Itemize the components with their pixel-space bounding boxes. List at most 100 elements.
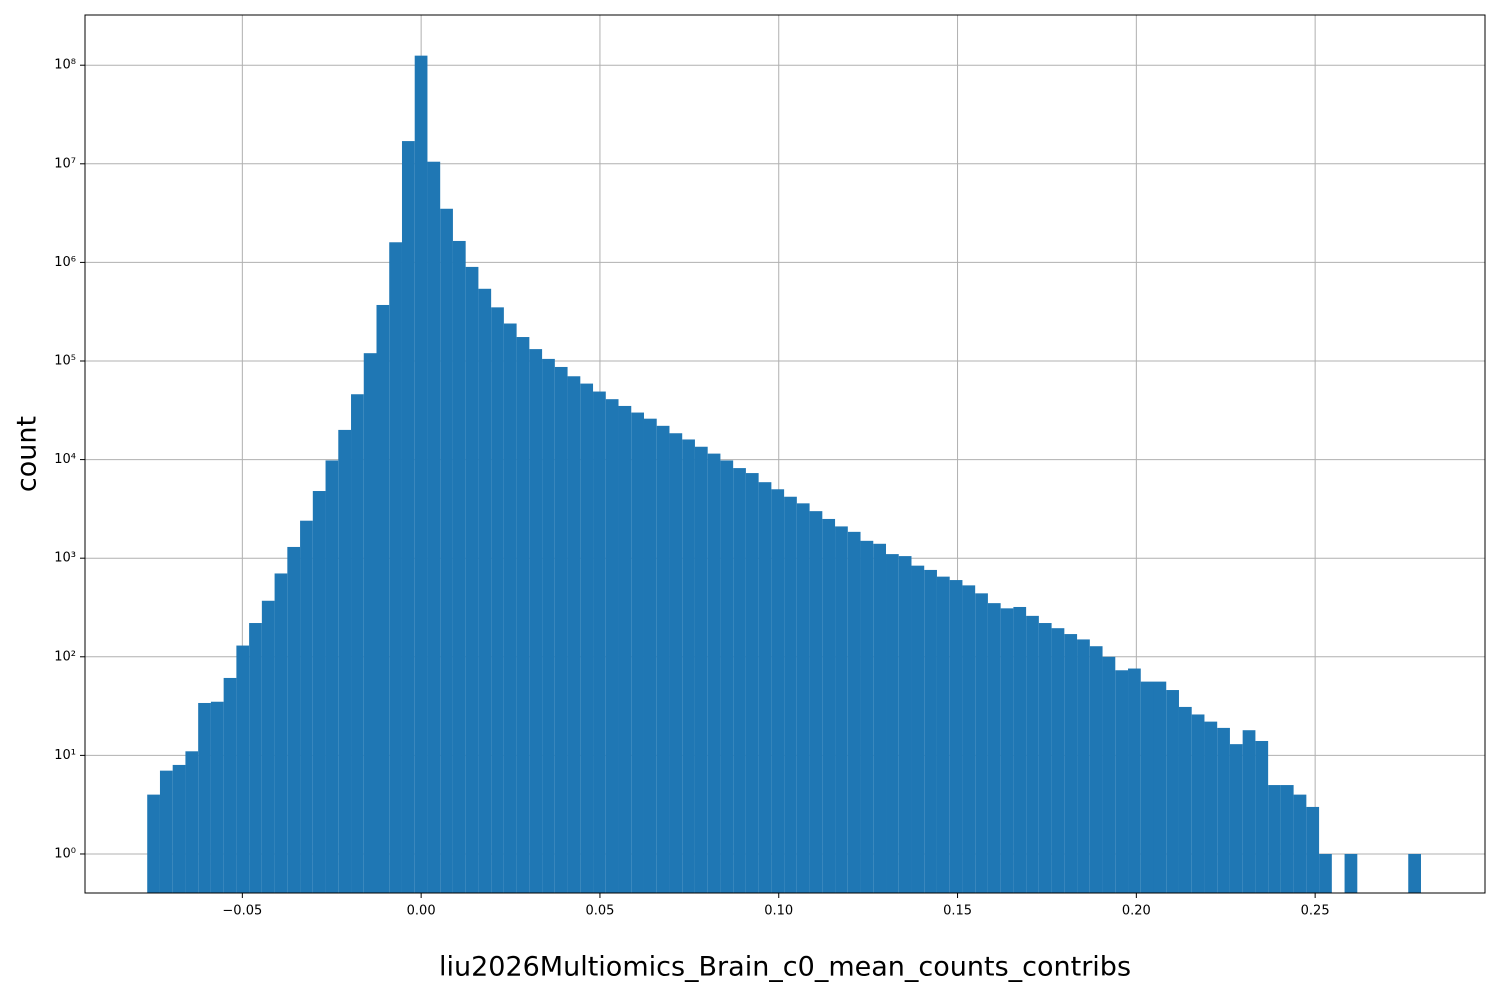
x-tick-label: 0.15	[943, 904, 972, 919]
bar	[949, 580, 963, 893]
bar	[643, 418, 657, 893]
bar	[325, 460, 339, 893]
bar	[261, 600, 275, 893]
bar	[758, 482, 772, 893]
bar	[605, 399, 619, 893]
bar	[274, 573, 288, 893]
bar	[491, 307, 504, 893]
bar	[567, 376, 581, 893]
bar	[771, 489, 785, 893]
bar	[1255, 740, 1269, 893]
bar	[1102, 656, 1116, 893]
bar	[338, 429, 352, 893]
bar	[478, 288, 492, 893]
x-tick-label: 0.10	[764, 904, 793, 919]
bar	[172, 764, 186, 893]
bar	[784, 496, 797, 893]
bar	[975, 593, 988, 893]
bar	[745, 473, 759, 893]
bar	[1191, 714, 1205, 893]
y-tick-label: 10¹	[54, 748, 76, 763]
bar	[363, 353, 377, 893]
bar	[1204, 721, 1218, 893]
bar	[987, 603, 1001, 893]
bar	[886, 554, 899, 893]
bar	[835, 526, 848, 893]
bar	[720, 460, 734, 893]
x-tick-label: 0.20	[1122, 904, 1151, 919]
bar	[1268, 785, 1281, 893]
bar	[1178, 706, 1192, 893]
bar	[1115, 670, 1129, 893]
bar	[618, 405, 632, 893]
y-tick-label: 10²	[54, 649, 76, 664]
x-tick-label: −0.05	[222, 904, 262, 919]
bar	[694, 446, 708, 893]
y-axis-label: count	[12, 416, 43, 492]
bar	[1229, 744, 1243, 893]
bar	[159, 770, 173, 893]
bar	[249, 623, 262, 893]
y-tick-label: 10⁸	[54, 58, 76, 73]
bar	[1140, 681, 1154, 893]
bar	[529, 349, 543, 893]
bar	[733, 468, 746, 893]
bar	[924, 569, 937, 893]
bar	[847, 531, 861, 893]
bar	[580, 383, 594, 893]
bar	[898, 556, 912, 893]
bar	[427, 161, 441, 893]
bar	[656, 425, 670, 893]
bar	[796, 503, 810, 893]
bar	[1013, 606, 1027, 893]
bar	[185, 751, 199, 893]
bar	[1408, 853, 1421, 893]
x-tick-label: 0.25	[1301, 904, 1330, 919]
bar	[223, 677, 237, 893]
bar	[1217, 727, 1230, 893]
bar	[300, 520, 313, 893]
bar	[1153, 681, 1167, 893]
bar	[516, 337, 530, 893]
bar	[376, 304, 390, 893]
bar	[669, 433, 683, 893]
bar	[911, 565, 925, 893]
bar	[936, 576, 950, 893]
bar	[1280, 785, 1294, 893]
bar	[389, 242, 402, 893]
axes-frame	[84, 14, 1486, 894]
y-tick-label: 10⁴	[54, 452, 76, 467]
plot-area	[85, 15, 1485, 894]
x-tick-label: 0.05	[585, 904, 614, 919]
bar	[440, 208, 453, 893]
x-tick-label: 0.00	[407, 904, 436, 919]
y-tick-label: 10³	[54, 551, 76, 566]
bar	[1051, 628, 1065, 893]
bar	[707, 453, 721, 893]
bar	[1128, 668, 1141, 893]
bar	[593, 391, 606, 893]
bar	[809, 511, 823, 893]
bar	[631, 412, 644, 893]
bar	[312, 491, 326, 893]
x-axis-label: liu2026Multiomics_Brain_c0_mean_counts_c…	[439, 952, 1131, 983]
bar	[236, 645, 250, 893]
bar	[287, 546, 301, 893]
bar	[962, 585, 976, 893]
y-tick-label: 10⁵	[54, 353, 76, 368]
bar	[1319, 853, 1332, 893]
bar	[351, 394, 364, 893]
bar	[1000, 608, 1014, 893]
bar	[822, 518, 836, 893]
bar	[1077, 639, 1090, 893]
y-tick-label: 10⁰	[54, 846, 76, 861]
y-tick-label: 10⁶	[54, 255, 76, 270]
bar	[1064, 634, 1078, 893]
bar	[1038, 623, 1052, 893]
bar	[401, 141, 415, 894]
bar	[147, 794, 160, 893]
bar	[873, 543, 887, 893]
bar	[503, 323, 517, 893]
